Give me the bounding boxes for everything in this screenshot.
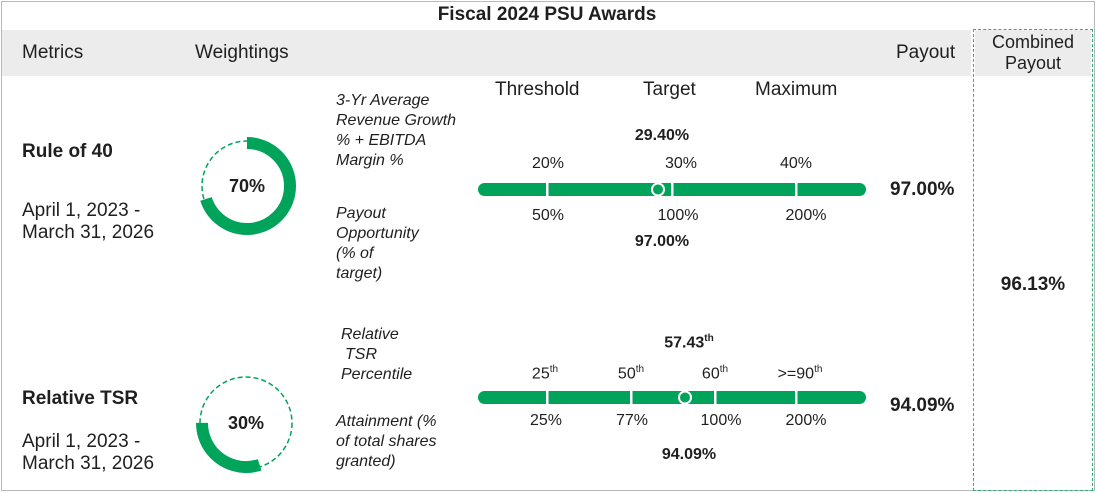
weighting-label-tsr: 30% <box>227 413 265 433</box>
tick-top-maximum: 40% <box>779 155 813 172</box>
metric-desc-line: Revenue Growth <box>336 112 457 129</box>
weighting-donut-rule40 <box>198 137 296 235</box>
tick-top-50: 50th <box>586 364 676 383</box>
scale-bar-tsr <box>478 390 866 405</box>
metric-name-rule40: Rule of 40 <box>22 141 113 162</box>
tick-90 <box>795 391 798 404</box>
actual-value-suffix: th <box>704 333 714 344</box>
opp-line: Payout <box>336 205 386 222</box>
page-title: Fiscal 2024 PSU Awards <box>437 4 657 25</box>
metric-desc-line: Relative <box>341 326 399 343</box>
payout-opportunity-value: 97.00% <box>634 233 690 250</box>
period-end: March 31, 2026 <box>22 222 155 243</box>
opp-line: target) <box>336 265 383 282</box>
tick-suffix: th <box>814 364 823 375</box>
scale-bar <box>478 391 866 404</box>
combined-payout-column <box>973 29 1093 491</box>
tick-suffix: th <box>549 364 559 375</box>
payout-opportunity-label: Payout Opportunity (% of target) <box>336 204 419 284</box>
tick-maximum <box>795 183 798 196</box>
tick-suffix: th <box>635 364 645 375</box>
donut-weight-arc <box>196 373 296 473</box>
row-payout-tsr: 94.09% <box>890 395 955 416</box>
metric-desc-line: Margin % <box>336 152 404 169</box>
tick-target <box>671 183 674 196</box>
metric-period-rule40: April 1, 2023 - March 31, 2026 <box>22 200 154 244</box>
metric-desc-line: 3-Yr Average <box>336 92 430 109</box>
combined-header-line1: Combined <box>991 32 1075 52</box>
period-end: March 31, 2026 <box>22 453 155 474</box>
scale-bar-rule40 <box>478 182 866 197</box>
tick-threshold <box>546 183 549 196</box>
row-payout-rule40: 97.00% <box>890 179 955 200</box>
actual-marker-dot <box>682 395 688 400</box>
combined-payout-value: 96.13% <box>1000 274 1066 295</box>
att-line: Attainment (% <box>336 413 437 430</box>
tick-bottom-50: 77% <box>615 412 649 429</box>
opp-line: (% of <box>336 245 374 262</box>
actual-marker-dot <box>655 187 661 192</box>
metric-desc-line: % + EBITDA <box>336 132 427 149</box>
attainment-label: Attainment (% of total shares granted) <box>336 412 437 472</box>
tick-value: 60 <box>701 365 720 383</box>
metric-name-tsr: Relative TSR <box>22 388 139 409</box>
metric-desc-line: Percentile <box>341 366 413 383</box>
attainment-value: 94.09% <box>661 446 717 463</box>
att-line: of total shares <box>336 433 437 450</box>
actual-value-number: 57.43 <box>664 334 705 352</box>
tick-bottom-target: 100% <box>657 207 699 224</box>
tick-bottom-25: 25% <box>529 412 563 429</box>
tick-value: 25 <box>531 365 550 383</box>
actual-value-rule40: 29.40% <box>634 127 690 144</box>
tick-top-90: >=90th <box>755 364 845 383</box>
tick-25 <box>546 391 549 404</box>
tick-top-target: 30% <box>664 155 698 172</box>
metric-period-tsr: April 1, 2023 - March 31, 2026 <box>22 431 154 475</box>
header-row <box>2 30 971 76</box>
metric-description-rule40: 3-Yr Average Revenue Growth % + EBITDA M… <box>336 91 456 171</box>
tick-60 <box>714 391 717 404</box>
tick-bottom-threshold: 50% <box>531 207 565 224</box>
donut-weight-arc <box>198 137 296 235</box>
tick-top-60: 60th <box>670 364 760 383</box>
tick-value: 50 <box>617 365 636 383</box>
combined-header-bg <box>975 30 1091 76</box>
tick-bottom-60: 100% <box>700 412 742 429</box>
metric-desc-line: TSR <box>345 346 377 363</box>
level-threshold: Threshold <box>495 79 580 100</box>
tick-suffix: th <box>719 364 729 375</box>
header-combined-payout: Combined Payout <box>975 32 1091 74</box>
tick-value: >=90 <box>777 365 815 383</box>
weighting-label-rule40: 70% <box>228 176 266 196</box>
opp-line: Opportunity <box>336 225 419 242</box>
header-payout: Payout <box>896 42 956 63</box>
tick-top-threshold: 20% <box>531 155 565 172</box>
actual-value-tsr: 57.43th <box>629 333 749 352</box>
period-start: April 1, 2023 - <box>22 200 141 221</box>
att-line: granted) <box>336 453 396 470</box>
level-target: Target <box>643 79 696 100</box>
tick-bottom-90: 200% <box>785 412 827 429</box>
header-weightings: Weightings <box>195 42 289 63</box>
weighting-donut-tsr <box>196 373 296 473</box>
level-maximum: Maximum <box>755 79 838 100</box>
tick-top-25: 25th <box>500 364 590 383</box>
period-start: April 1, 2023 - <box>22 431 141 452</box>
header-metrics: Metrics <box>22 42 84 63</box>
metric-description-tsr: Relative TSR Percentile <box>339 325 412 385</box>
tick-50 <box>630 391 633 404</box>
combined-header-line2: Payout <box>1004 53 1062 73</box>
tick-bottom-maximum: 200% <box>785 207 827 224</box>
